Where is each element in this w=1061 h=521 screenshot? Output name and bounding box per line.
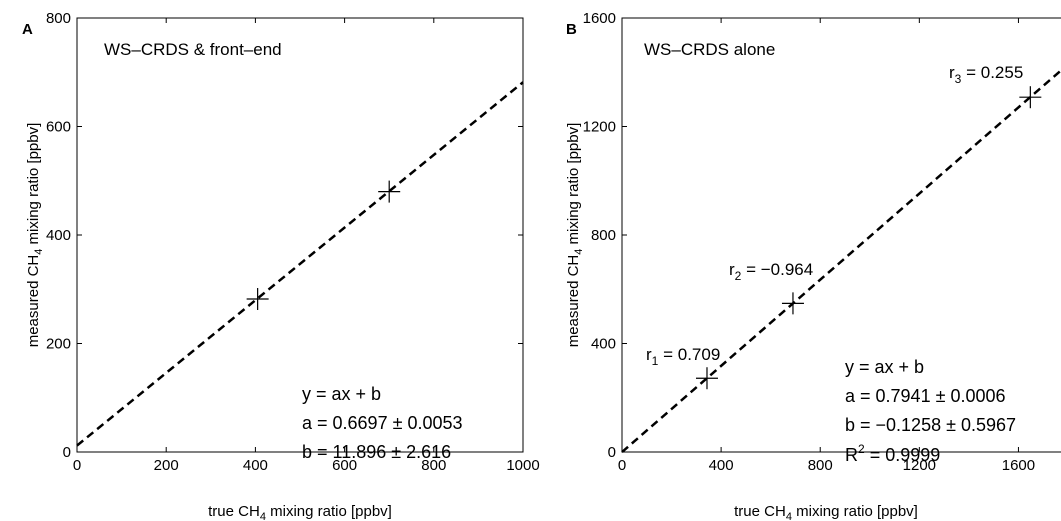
- panel-b-r1-label: r1 = 0.709: [646, 345, 720, 368]
- panel-b-xtick-label: 1200: [903, 457, 936, 474]
- panel-b: B 0 400 800 1200 1600 0 400 800 1200 1600 WS–CRDS…: [565, 10, 1061, 521]
- panel-b-r2-label: r2 = −0.964: [729, 260, 813, 283]
- panel-b-xtick-label: 0: [618, 457, 626, 474]
- panel-a-xtick-label: 800: [421, 457, 446, 474]
- panel-b-data-point: [1019, 86, 1042, 109]
- panel-a-title: WS–CRDS & front–end: [104, 40, 282, 59]
- panel-b-eq-line-3: b = −0.1258 ± 0.5967: [845, 415, 1016, 435]
- panel-b-points: [695, 86, 1042, 390]
- panel-a-eq-line-1: y = ax + b: [302, 384, 381, 404]
- panel-b-ticks: 0 400 800 1200 1600 0 400 800 1200 1600: [583, 10, 1036, 474]
- panel-b-ytick-label: 1600: [583, 10, 616, 27]
- panel-b-eq-line-1: y = ax + b: [845, 357, 924, 377]
- panel-a-xlabel: true CH4 mixing ratio [ppbv]: [208, 503, 392, 521]
- panel-a-ticks: 0 200 400 600 800 1000 0 200 400 600 800: [46, 10, 540, 474]
- panel-a-ytick-label: 400: [46, 227, 71, 244]
- panel-a-ytick-label: 200: [46, 336, 71, 353]
- panel-b-letter: B: [566, 21, 577, 38]
- panel-b-ytick-label: 1200: [583, 119, 616, 136]
- panel-b-xtick-label: 800: [808, 457, 833, 474]
- panel-b-eq-line-4: R2 = 0.9999: [845, 442, 940, 465]
- panel-a-data-point: [378, 180, 401, 203]
- panel-b-xtick-label: 1600: [1002, 457, 1035, 474]
- panel-a: A 0 200 400 600 800 1000 0 200 400 600 800 WS–CRDS…: [22, 10, 540, 521]
- panel-a-letter: A: [22, 21, 33, 38]
- panel-b-ytick-label: 400: [591, 336, 616, 353]
- panel-a-ytick-label: 800: [46, 10, 71, 27]
- panel-b-data-point: [781, 292, 804, 315]
- panel-b-data-point: [695, 367, 718, 390]
- panel-b-title: WS–CRDS alone: [644, 40, 775, 59]
- panel-a-xtick-label: 1000: [506, 457, 539, 474]
- panel-a-xtick-label: 400: [243, 457, 268, 474]
- panel-a-ylabel: measured CH4 mixing ratio [ppbv]: [25, 123, 45, 348]
- panel-b-ytick-label: 800: [591, 227, 616, 244]
- panel-b-xlabel: true CH4 mixing ratio [ppbv]: [734, 503, 918, 521]
- panel-a-eq-line-2: a = 0.6697 ± 0.0053: [302, 413, 463, 433]
- panel-a-xtick-label: 600: [332, 457, 357, 474]
- panel-a-ytick-label: 600: [46, 119, 71, 136]
- panel-b-ytick-label: 0: [608, 444, 616, 461]
- panel-a-ytick-label: 0: [63, 444, 71, 461]
- panel-b-xtick-label: 400: [709, 457, 734, 474]
- panel-b-fit-line: [621, 68, 1061, 453]
- panel-a-fit-line: [76, 81, 524, 447]
- panel-b-eq-line-2: a = 0.7941 ± 0.0006: [845, 386, 1006, 406]
- panel-b-ylabel: measured CH4 mixing ratio [ppbv]: [565, 123, 585, 348]
- panel-b-r3-label: r3 = 0.255: [949, 63, 1023, 86]
- panel-a-xtick-label: 0: [73, 457, 81, 474]
- panel-a-eq-line-3: b = 11.896 ± 2.616: [302, 442, 451, 462]
- panel-a-data-point: [246, 288, 269, 311]
- panel-a-axes-box: [76, 17, 524, 453]
- panel-a-points: [246, 180, 401, 311]
- panel-a-xtick-label: 200: [154, 457, 179, 474]
